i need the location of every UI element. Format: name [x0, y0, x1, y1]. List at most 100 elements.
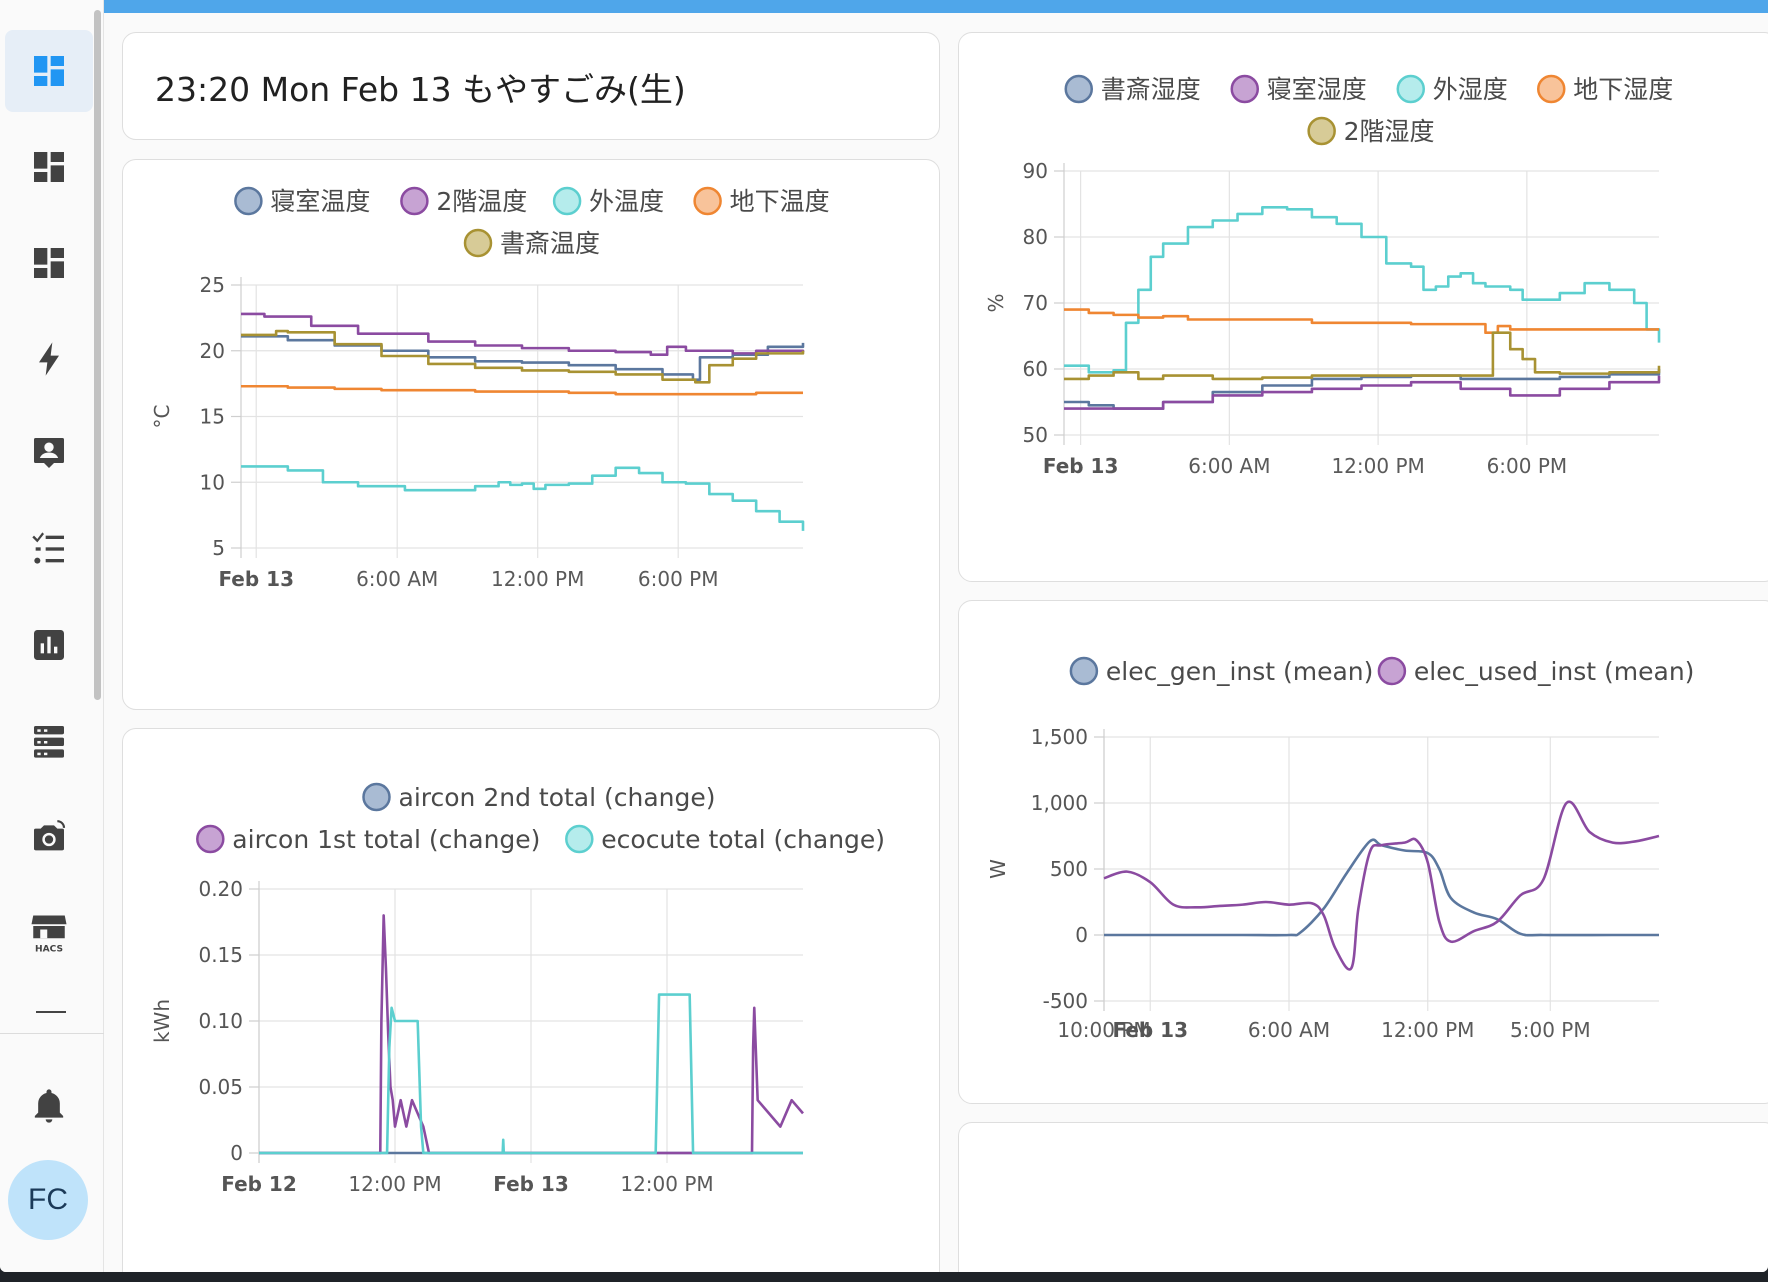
- legend-label[interactable]: 書斎湿度: [1101, 75, 1201, 104]
- x-tick-label: 5:00 PM: [1510, 1018, 1591, 1042]
- x-tick-label: 12:00 PM: [348, 1172, 441, 1196]
- y-tick-label: 0.20: [198, 877, 243, 901]
- sidebar-item-logbook[interactable]: [5, 508, 93, 590]
- y-axis-label: kWh: [150, 999, 174, 1043]
- legend-label[interactable]: 地下湿度: [1573, 75, 1673, 104]
- x-tick-label: Feb 13: [493, 1172, 569, 1196]
- x-tick-label: 12:00 PM: [1331, 454, 1424, 478]
- y-tick-label: 0: [230, 1141, 243, 1165]
- x-tick-label: 6:00 PM: [1487, 454, 1568, 478]
- y-tick-label: 1,500: [1031, 725, 1088, 749]
- legend-label[interactable]: 地下温度: [730, 187, 830, 216]
- y-axis-label: %: [984, 293, 1008, 312]
- legend-marker[interactable]: [1064, 74, 1093, 104]
- y-tick-label: 70: [1023, 291, 1048, 315]
- series-line[interactable]: [241, 329, 805, 384]
- electricity-card: elec_gen_inst (mean) elec_used_inst (mean…: [958, 600, 1768, 1104]
- sidebar-item-dashboard-2[interactable]: [5, 126, 93, 208]
- sidebar-more-indicator: [36, 1011, 66, 1013]
- series-line[interactable]: [1064, 375, 1661, 410]
- legend-marker[interactable]: [1230, 74, 1259, 104]
- legend-marker[interactable]: [400, 186, 429, 216]
- series-line[interactable]: [259, 914, 804, 1155]
- y-tick-label: 5: [212, 536, 225, 560]
- format-list-icon: [32, 532, 64, 564]
- legend-marker[interactable]: [1537, 74, 1566, 104]
- series-line[interactable]: [1104, 838, 1659, 937]
- sidebar-item-camera[interactable]: [5, 796, 93, 878]
- series-line[interactable]: [1064, 331, 1661, 381]
- y-tick-label: 25: [200, 273, 225, 297]
- legend-marker[interactable]: [362, 782, 391, 812]
- legend-label[interactable]: ecocute total (change): [601, 825, 885, 854]
- series-line[interactable]: [241, 334, 805, 381]
- legend-label[interactable]: 書斎温度: [500, 229, 600, 258]
- y-tick-label: 500: [1050, 857, 1088, 881]
- legend-marker[interactable]: [1069, 656, 1099, 686]
- sidebar-item-overview[interactable]: [5, 30, 93, 112]
- legend-marker[interactable]: [463, 228, 493, 258]
- camera-icon: [34, 820, 66, 851]
- dashboard-icon: [34, 56, 64, 86]
- legend-label[interactable]: 2階温度: [436, 187, 527, 216]
- series-line[interactable]: [241, 384, 803, 396]
- x-tick-label: Feb 13: [1043, 454, 1119, 478]
- notifications-button[interactable]: [5, 1065, 93, 1147]
- legend-label[interactable]: aircon 2nd total (change): [399, 783, 716, 812]
- y-tick-label: 20: [200, 339, 225, 363]
- server-icon: [34, 726, 64, 758]
- x-tick-label: 6:00 AM: [1248, 1018, 1330, 1042]
- sidebar-item-energy[interactable]: [5, 318, 93, 400]
- energy-chart: aircon 2nd total (change) aircon 1st tota…: [150, 782, 885, 1196]
- series-line[interactable]: [241, 312, 805, 356]
- sidebar-item-hacs[interactable]: HACS: [5, 892, 93, 974]
- sidebar-item-server[interactable]: [5, 700, 93, 782]
- series-line[interactable]: [241, 465, 805, 531]
- empty-card: [958, 1122, 1768, 1272]
- legend-label[interactable]: aircon 1st total (change): [232, 825, 540, 854]
- humidity-card: 書斎湿度 寝室湿度 外湿度 地下湿度 2階湿度 90 80 70 60 50 Feb 13 6:00 …: [958, 32, 1768, 582]
- sidebar-item-dashboard-3[interactable]: [5, 222, 93, 304]
- y-tick-label: 0.15: [198, 943, 243, 967]
- legend-marker[interactable]: [1377, 656, 1407, 686]
- y-tick-label: 80: [1023, 225, 1048, 249]
- legend-marker[interactable]: [196, 824, 225, 854]
- series-line[interactable]: [1064, 308, 1659, 334]
- y-tick-label: 0.10: [198, 1009, 243, 1033]
- legend-label[interactable]: elec_gen_inst (mean): [1106, 657, 1374, 686]
- x-tick-label: 12:00 PM: [1381, 1018, 1474, 1042]
- series-line[interactable]: [259, 993, 803, 1155]
- legend-marker[interactable]: [1396, 74, 1425, 104]
- legend-marker[interactable]: [234, 186, 263, 216]
- hacs-store-icon: HACS: [31, 915, 67, 954]
- y-tick-label: 1,000: [1031, 791, 1088, 815]
- sidebar-item-persons[interactable]: [5, 412, 93, 494]
- legend-label[interactable]: 寝室湿度: [1267, 75, 1367, 104]
- legend-label[interactable]: elec_used_inst (mean): [1414, 657, 1695, 686]
- sidebar-item-history[interactable]: [5, 604, 93, 686]
- legend-marker[interactable]: [1307, 116, 1336, 146]
- lightning-icon: [39, 342, 59, 376]
- x-tick-label: 12:00 PM: [620, 1172, 713, 1196]
- legend-label[interactable]: 外湿度: [1433, 75, 1508, 104]
- legend-marker[interactable]: [565, 824, 594, 854]
- legend-marker[interactable]: [552, 186, 582, 216]
- y-tick-label: 10: [200, 470, 225, 494]
- legend-label[interactable]: 外温度: [589, 187, 664, 216]
- dashboard-icon: [34, 248, 64, 278]
- humidity-chart: 書斎湿度 寝室湿度 外湿度 地下湿度 2階湿度 90 80 70 60 50 Feb 13 6:00 …: [984, 74, 1673, 478]
- sidebar-scrollbar[interactable]: [94, 10, 101, 700]
- legend-label[interactable]: 2階湿度: [1344, 117, 1435, 146]
- legend-label[interactable]: 寝室温度: [270, 187, 370, 216]
- avatar[interactable]: FC: [8, 1160, 88, 1240]
- legend-marker[interactable]: [693, 186, 722, 216]
- x-tick-label: 10:00 PM: [1057, 1018, 1150, 1042]
- clock-text: 23:20 Mon Feb 13 もやすごみ(生): [155, 70, 686, 109]
- series-line[interactable]: [1103, 800, 1660, 971]
- series-line[interactable]: [1064, 206, 1661, 374]
- chart-box-icon: [34, 630, 64, 660]
- sidebar: HACS FC: [0, 0, 104, 1272]
- y-tick-label: 60: [1023, 357, 1048, 381]
